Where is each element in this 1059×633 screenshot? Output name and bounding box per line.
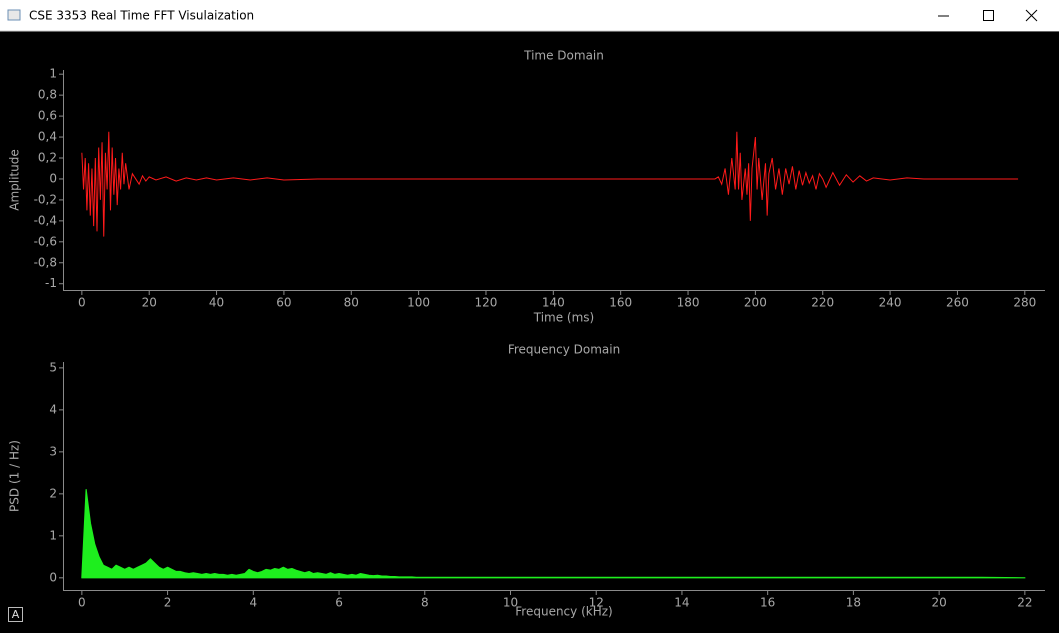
minimize-button[interactable] — [920, 0, 966, 31]
x-tick-label: 8 — [421, 596, 429, 610]
x-axis-label: Time (ms) — [533, 311, 595, 325]
y-tick-label: -1 — [45, 276, 57, 290]
maximize-icon — [983, 10, 994, 21]
x-tick-label: 220 — [811, 296, 834, 310]
x-tick-label: 180 — [677, 296, 700, 310]
x-tick-label: 20 — [931, 596, 946, 610]
x-tick-label: 80 — [344, 296, 359, 310]
x-tick-label: 200 — [744, 296, 767, 310]
y-tick-label: 1 — [49, 528, 57, 542]
y-tick-label: 0,2 — [38, 151, 57, 165]
y-tick-label: -0,2 — [34, 192, 57, 206]
x-tick-label: 0 — [78, 596, 86, 610]
y-tick-label: 0,4 — [38, 130, 57, 144]
x-tick-label: 120 — [475, 296, 498, 310]
x-tick-label: 40 — [209, 296, 224, 310]
x-tick-label: 6 — [335, 596, 343, 610]
x-tick-label: 60 — [276, 296, 291, 310]
x-tick-label: 4 — [249, 596, 257, 610]
y-tick-label: 5 — [49, 360, 57, 374]
x-tick-label: 0 — [78, 296, 86, 310]
y-tick-label: 1 — [49, 67, 57, 81]
maximize-button[interactable] — [966, 0, 1012, 31]
x-tick-label: 16 — [760, 596, 775, 610]
y-tick-label: 0,6 — [38, 109, 57, 123]
y-tick-label: 4 — [49, 402, 57, 416]
x-tick-label: 160 — [609, 296, 632, 310]
x-tick-label: 2 — [164, 596, 172, 610]
y-axis-label: Amplitude — [8, 149, 22, 211]
x-tick-label: 260 — [946, 296, 969, 310]
close-icon — [1025, 9, 1038, 22]
x-tick-label: 20 — [142, 296, 157, 310]
title-bar — [0, 0, 1059, 31]
y-tick-label: 2 — [49, 486, 57, 500]
x-tick-label: 100 — [407, 296, 430, 310]
corner-badge-frame[interactable] — [8, 607, 23, 622]
corner-badge[interactable]: A — [12, 608, 20, 621]
y-tick-label: -0,4 — [34, 213, 57, 227]
maximize-hit[interactable] — [966, 0, 1012, 31]
y-tick-label: 3 — [49, 444, 57, 458]
x-tick-label: 18 — [846, 596, 861, 610]
x-axis-label: Frequency (kHz) — [515, 605, 612, 619]
x-tick-label: 240 — [879, 296, 902, 310]
y-axis-label: PSD (1 / Hz) — [8, 440, 22, 512]
window-title: CSE 3353 Real Time FFT Visulaization — [29, 9, 254, 23]
app-icon — [7, 9, 21, 21]
y-tick-label: -0,6 — [34, 234, 57, 248]
y-tick-label: -0,8 — [34, 255, 57, 269]
y-tick-label: 0 — [49, 570, 57, 584]
x-tick-label: 140 — [542, 296, 565, 310]
y-tick-label: 0 — [49, 171, 57, 185]
signal-line — [81, 131, 1019, 237]
chart-title: Frequency Domain — [508, 343, 620, 357]
x-tick-label: 12 — [589, 596, 604, 610]
y-tick-label: 0,8 — [38, 88, 57, 102]
x-tick-label: 22 — [1017, 596, 1032, 610]
close-button[interactable] — [1012, 0, 1059, 31]
x-tick-label: 10 — [503, 596, 518, 610]
x-tick-label: 280 — [1013, 296, 1036, 310]
psd-area — [81, 489, 1026, 579]
close-hit[interactable] — [1012, 0, 1059, 31]
chart-title: Time Domain — [523, 49, 604, 63]
x-tick-label: 14 — [674, 596, 689, 610]
